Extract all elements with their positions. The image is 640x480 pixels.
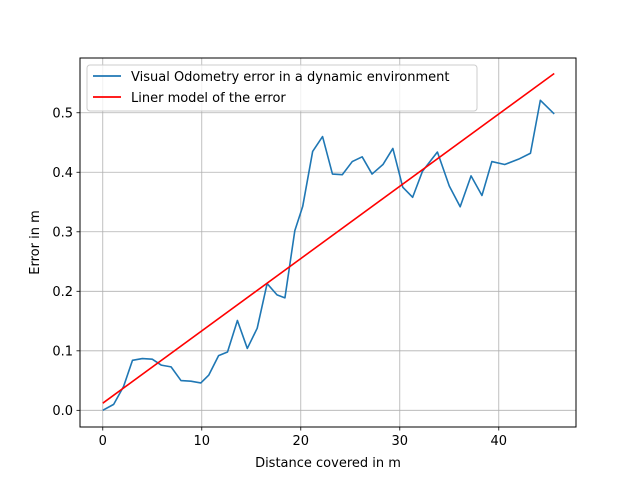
y-tick-label-0.1: 0.1 (52, 344, 73, 359)
y-tick-label-0.2: 0.2 (52, 285, 73, 300)
x-tick-label-20: 20 (293, 434, 310, 449)
y-tick-label-0.0: 0.0 (52, 404, 73, 419)
legend-label-vo-error: Visual Odometry error in a dynamic envir… (131, 70, 450, 85)
legend-box (86, 64, 478, 112)
axes-frame (79, 57, 577, 428)
y-axis-label: Error in m (28, 210, 43, 274)
series-layer (102, 72, 555, 412)
x-tick-label-0: 0 (99, 434, 107, 449)
y-tick-label-0.3: 0.3 (52, 225, 73, 240)
x-axis-label: Distance covered in m (255, 456, 401, 471)
x-tick-label-10: 10 (193, 434, 210, 449)
ticks: 0 10 20 30 40 0.0 0.1 0.2 0.3 0.4 0.5 (52, 106, 507, 449)
x-tick-label-30: 30 (392, 434, 409, 449)
legend: Visual Odometry error in a dynamic envir… (86, 64, 478, 112)
series-line-vo-error (102, 99, 555, 412)
y-tick-label-0.5: 0.5 (52, 106, 73, 121)
series-line-linear-model (102, 72, 555, 404)
grid (80, 58, 576, 427)
legend-label-linear-model: Liner model of the error (131, 91, 286, 106)
x-tick-label-40: 40 (491, 434, 508, 449)
y-tick-label-0.4: 0.4 (52, 166, 73, 181)
